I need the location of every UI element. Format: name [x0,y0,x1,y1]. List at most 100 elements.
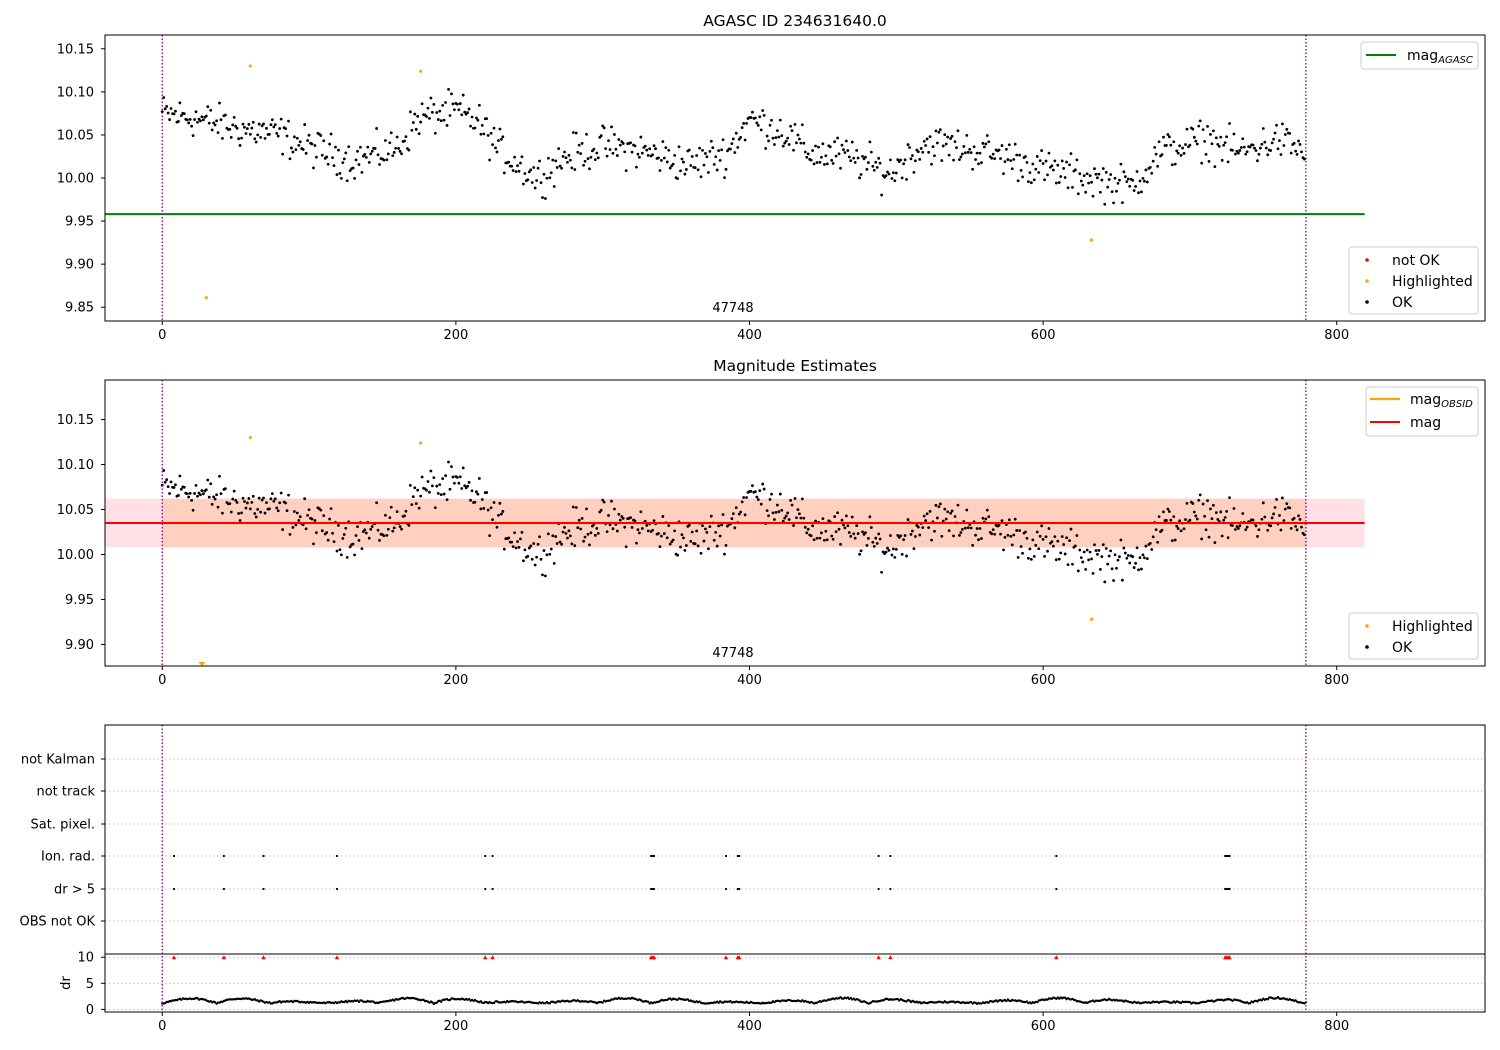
ok-point [1047,151,1051,155]
ok-point [1100,555,1104,559]
ok-point [544,197,547,200]
flag-point [1228,887,1231,891]
ok-point [232,489,236,493]
y-tick-label: 9.90 [65,258,94,273]
ok-point [756,498,760,501]
ok-point [341,537,345,540]
svg-text:magAGASC: magAGASC [1407,48,1473,66]
ok-point [721,138,725,142]
ok-point [1195,142,1199,146]
ok-point [492,126,496,130]
ok-point [946,510,950,514]
ok-point [1076,192,1080,196]
ok-point [702,163,706,167]
ok-point [953,140,957,144]
ok-point [958,533,961,537]
ok-point [918,157,922,161]
ok-point [803,150,807,154]
ok-point [771,136,775,140]
flag-point [262,854,265,858]
ok-point [322,139,326,143]
ok-point [425,115,428,118]
ok-point [451,102,455,106]
ok-point [414,502,418,506]
ok-point [290,146,293,150]
y-tick-label: 10.05 [57,503,94,518]
ok-point [538,535,541,539]
magnitude-line-layer [105,380,1365,666]
ok-point [1125,180,1129,184]
ok-point [1165,144,1168,147]
dr-clipped-marker [221,955,227,960]
flag-point [877,854,880,858]
ok-point [337,523,340,527]
ok-point [294,148,298,152]
ok-point [486,508,490,512]
flag-point [724,854,728,858]
ok-point [1278,514,1281,517]
ok-point [335,549,339,553]
ok-point [636,152,640,156]
ok-point [215,493,218,497]
ok-point [306,139,309,142]
ok-point [768,123,772,127]
ok-point [297,519,301,522]
ok-point [977,538,980,542]
ok-point [818,536,822,540]
ok-point [624,545,628,549]
ok-point [460,113,464,117]
ok-point [1197,124,1201,128]
ok-point [1292,516,1296,520]
ok-point [1097,549,1101,552]
ok-point [1228,122,1231,125]
legend-mag-agasc-label: mag [1407,48,1438,64]
ok-point [1260,142,1264,146]
x-tick-label: 200 [443,1019,468,1034]
ok-point [469,498,472,502]
ok-point [815,161,819,164]
ok-point [426,480,430,483]
ok-point [1109,173,1113,176]
ok-point [1035,155,1039,158]
ok-point [1198,119,1202,123]
ok-point [513,531,516,535]
ok-point [1236,527,1240,530]
ok-point [476,118,480,122]
ok-point [871,540,875,544]
flags-x-axis: 0 200 400 600 800 [158,1012,1349,1034]
ok-point [535,555,539,559]
ok-point [1112,201,1115,205]
ok-point [392,526,396,530]
ok-point [1210,517,1214,521]
ok-point [646,529,650,533]
ok-point [705,155,709,159]
ok-point [814,519,817,523]
ok-point [1066,563,1070,567]
ok-point [328,142,332,146]
ok-point [1128,561,1132,565]
ok-point [191,134,195,138]
ok-point [1000,519,1004,523]
ok-point [182,485,186,489]
ok-point [867,536,870,540]
ok-point [855,524,859,528]
ok-point [507,536,511,540]
ok-point [475,490,478,494]
ok-point [828,145,832,149]
ok-point [430,484,434,488]
ok-point [1135,170,1139,173]
ok-point [363,152,367,156]
ok-point [419,120,423,124]
ok-point [238,519,242,522]
ok-point [693,542,697,546]
ok-point [687,148,691,152]
ok-point [855,148,859,152]
ok-point [1154,152,1158,156]
ok-point [542,549,546,552]
ok-point [571,505,575,509]
ok-point [588,167,591,171]
ok-point [950,134,954,138]
ok-point [657,532,660,535]
ok-point [495,525,499,529]
ok-point [1231,148,1234,152]
